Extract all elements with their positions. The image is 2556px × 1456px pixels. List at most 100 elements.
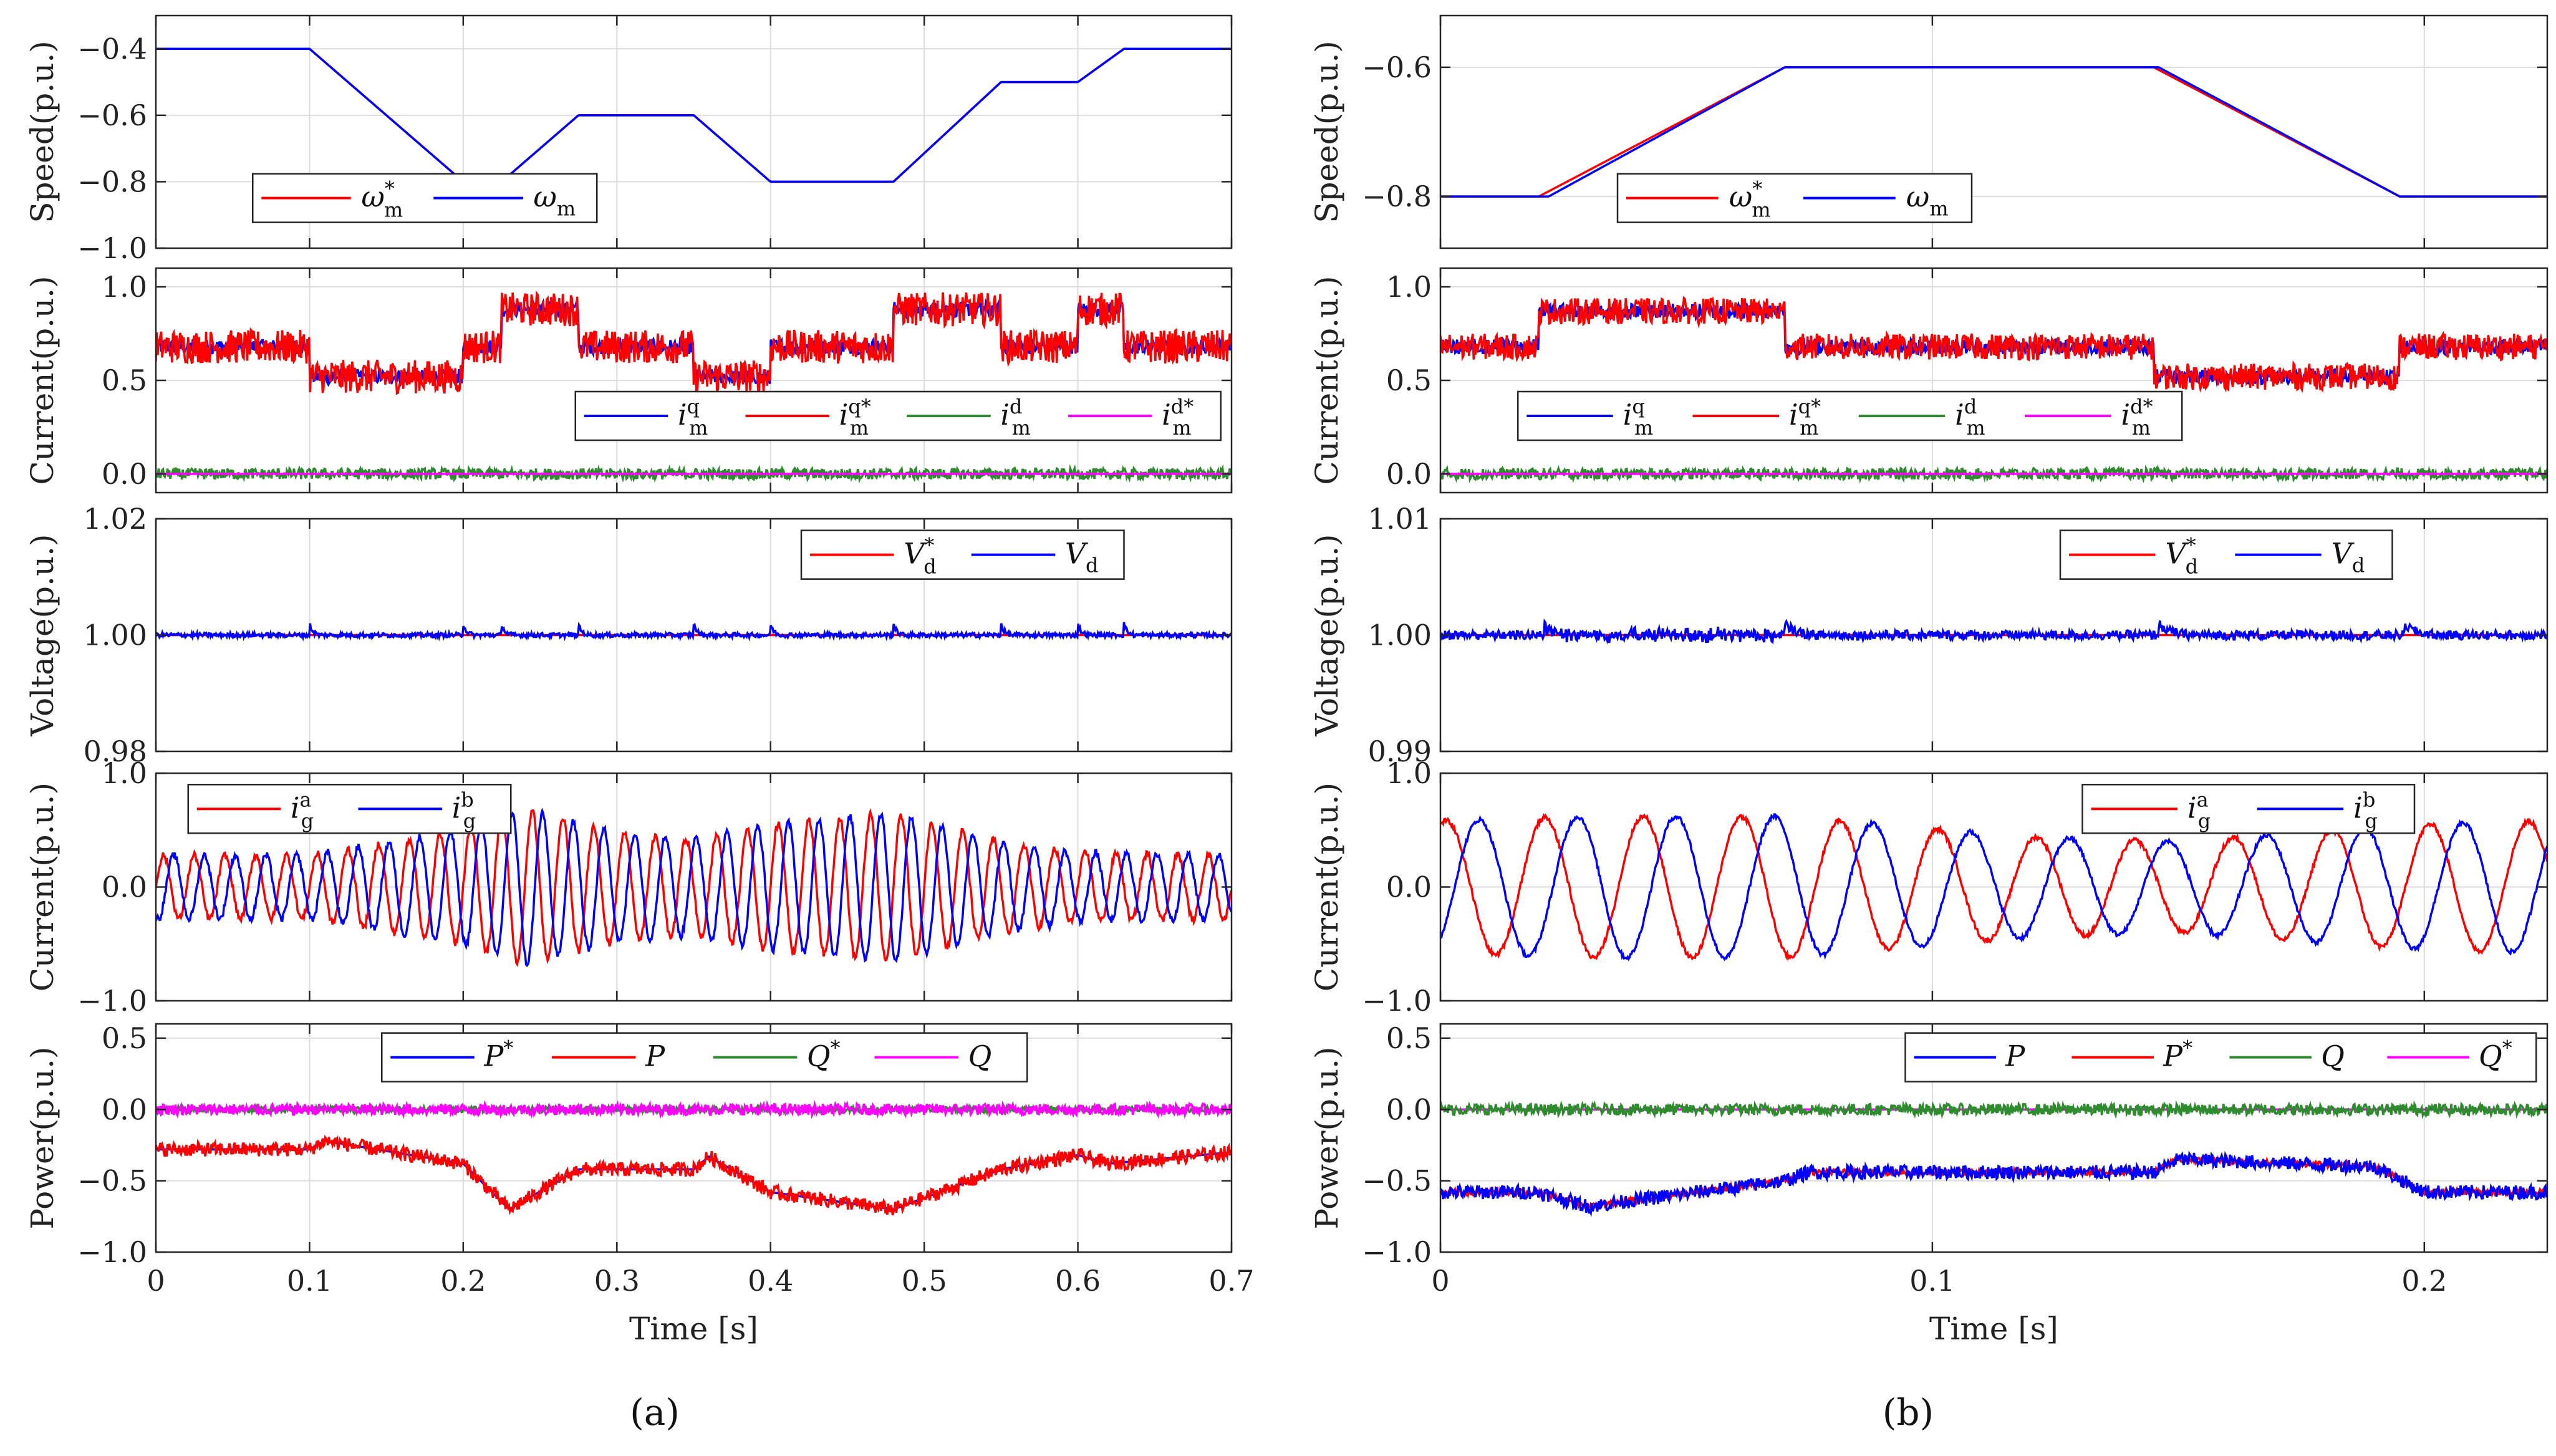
y-tick-label: 1.0: [1386, 756, 1432, 790]
legend-label: iq* m: [1789, 395, 1821, 440]
series-iag: [1440, 813, 2547, 962]
legend-label: Q: [968, 1039, 992, 1073]
y-tick-label: −0.4: [77, 32, 147, 65]
y-tick-label: −1.0: [1362, 984, 1432, 1018]
x-axis-label: Time [s]: [1929, 1311, 2058, 1347]
y-tick-label: 0.99: [1368, 735, 1432, 768]
y-tick-label: 0.0: [102, 1092, 147, 1126]
subplot-b-3: 0.99 1.00 1.01 Voltage(p.u.) V* d Vd: [1309, 502, 2549, 768]
subplot-a-4: −1.0 0.0 1.0 Current(p.u.) ia g ib g: [24, 756, 1233, 1018]
legend: P* P Q* Q: [381, 1032, 1028, 1082]
legend: ω* m ωm: [252, 173, 598, 223]
series-P: [1440, 1150, 2547, 1217]
legend-label: iq m: [678, 395, 708, 440]
subplot-a-5: −1.0 −0.5 0.0 0.5 Power(p.u.) P* P Q* Q: [24, 1021, 1233, 1269]
series-ωm: [156, 47, 1232, 183]
y-axis-label: Voltage(p.u.): [1309, 534, 1345, 736]
x-tick-label: 0.6: [1055, 1264, 1101, 1298]
y-tick-label: 1.00: [84, 619, 147, 652]
y-tick-label: 0.0: [102, 870, 147, 904]
axes-frame: [1439, 1023, 2549, 1253]
y-tick-label: 0.5: [1386, 1021, 1432, 1055]
legend-label: V* d: [904, 534, 937, 579]
x-tick-label: 0: [147, 1264, 165, 1298]
legend: ia g ib g: [187, 784, 512, 834]
series-Vd: [156, 622, 1232, 642]
x-axis-label: Time [s]: [629, 1311, 758, 1347]
series-Q: [1440, 1100, 2547, 1119]
axes-frame: [155, 14, 1233, 249]
y-tick-label: −1.0: [77, 1235, 147, 1269]
legend-label: id m: [1955, 395, 1985, 440]
y-tick-label: 0.5: [102, 364, 147, 397]
series-Vd: [1440, 618, 2547, 645]
legend-label: V* d: [2165, 534, 2198, 579]
y-axis-label: Voltage(p.u.): [24, 534, 60, 736]
legend-label: ib g: [452, 788, 476, 832]
legend-box: [1517, 390, 2183, 441]
y-tick-label: 1.0: [1386, 270, 1432, 304]
series-ωm: [1440, 66, 2547, 198]
legend-label: P: [645, 1039, 665, 1073]
panel-caption: (b): [1883, 1391, 1934, 1434]
y-tick-label: 1.02: [84, 502, 147, 536]
y-tick-label: 1.0: [102, 270, 147, 304]
legend-label: iq* m: [839, 395, 871, 440]
y-axis-label: Current(p.u.): [24, 783, 60, 991]
x-tick-label: 0.1: [287, 1264, 332, 1298]
legend: V* d Vd: [2059, 529, 2393, 580]
x-tick-label: 0: [1431, 1264, 1449, 1298]
legend-label: ia g: [2187, 788, 2211, 832]
y-tick-label: −1.0: [1362, 1235, 1432, 1269]
y-axis-label: Power(p.u.): [24, 1046, 60, 1229]
legend-label: Q*: [807, 1036, 841, 1073]
subplot-a-2: 0.0 0.5 1.0 Current(p.u.) iq m iq* m id m id* m: [24, 267, 1233, 494]
series-iq*m: [156, 290, 1232, 395]
legend-label: ωm: [1906, 180, 1949, 221]
x-tick-label: 0.2: [2401, 1264, 2447, 1298]
y-tick-label: −0.5: [1362, 1164, 1432, 1198]
y-axis-label: Speed(p.u.): [24, 41, 60, 223]
legend-label: P*: [483, 1036, 513, 1073]
subplot-b-5: −1.0 −0.5 0.0 0.5 Power(p.u.) P P* Q Q*: [1309, 1021, 2549, 1269]
legend-label: iq m: [1623, 395, 1654, 440]
x-tick-label: 0.1: [1909, 1264, 1955, 1298]
x-tick-label: 0.4: [748, 1264, 793, 1298]
legend-label: P*: [2163, 1036, 2192, 1073]
y-tick-label: −1.0: [77, 231, 147, 265]
y-tick-label: 0.98: [84, 735, 147, 768]
y-tick-label: 0.0: [102, 457, 147, 491]
y-tick-label: −0.6: [77, 99, 147, 132]
legend: iq m iq* m id m id* m: [1517, 390, 2183, 441]
y-axis-label: Current(p.u.): [24, 276, 60, 485]
series-P*: [1440, 1153, 2547, 1210]
legend-label: ωm: [533, 180, 576, 221]
legend-label: Q*: [2479, 1036, 2512, 1073]
legend: V* d Vd: [800, 529, 1125, 580]
y-axis-label: Speed(p.u.): [1309, 41, 1345, 223]
series-iag: [156, 808, 1232, 967]
legend-label: ia g: [291, 788, 314, 832]
y-tick-label: −0.5: [77, 1164, 147, 1198]
y-tick-label: −0.8: [77, 165, 147, 198]
legend: P P* Q Q*: [1904, 1032, 2537, 1082]
panel-caption: (a): [630, 1391, 680, 1434]
panel-b: −0.8 −0.6 Speed(p.u.) ω* m ωm 0.0 0.5 1.0 Current…: [1309, 14, 2549, 1434]
legend: ia g ib g: [2081, 784, 2416, 834]
y-axis-label: Current(p.u.): [1309, 783, 1345, 991]
legend: ω* m ωm: [1616, 173, 1973, 223]
x-tick-label: 0.7: [1208, 1264, 1254, 1298]
legend-label: id* m: [1162, 395, 1194, 440]
legend-label: id m: [1000, 395, 1031, 440]
y-tick-label: −0.8: [1362, 180, 1432, 213]
y-tick-label: 1.00: [1368, 619, 1432, 652]
subplot-a-1: −1.0 −0.8 −0.6 −0.4 Speed(p.u.) ω* m ωm: [24, 14, 1233, 265]
series-Q: [156, 1100, 1232, 1119]
y-tick-label: −0.6: [1362, 51, 1432, 84]
y-tick-label: 1.0: [102, 756, 147, 790]
legend-label: Q: [2321, 1039, 2345, 1073]
y-tick-label: 0.5: [102, 1021, 147, 1055]
legend-label: P: [2005, 1039, 2025, 1073]
x-tick-label: 0.3: [594, 1264, 640, 1298]
legend-label: Vd: [2332, 537, 2365, 577]
